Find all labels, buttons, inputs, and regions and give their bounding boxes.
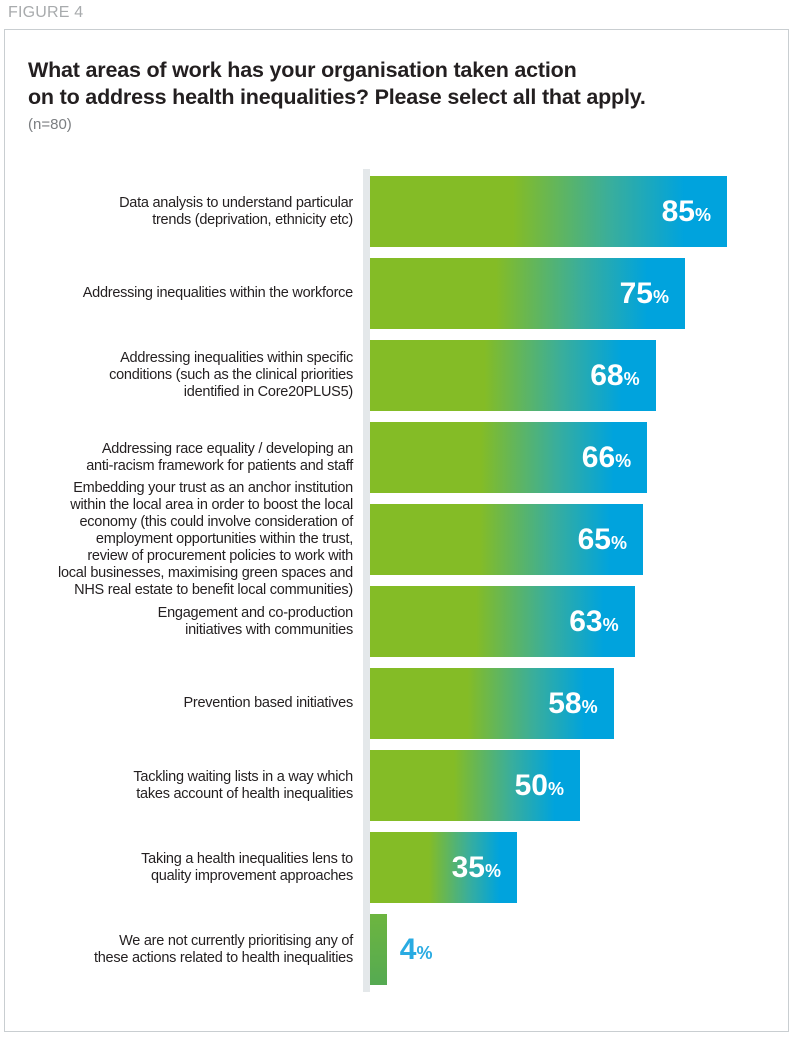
bar-value-number: 63 [569,604,603,638]
bar: 65% [370,504,643,575]
bar-value: 58% [548,686,598,720]
bar-value-number: 85 [661,194,695,228]
bar-value-number: 4 [399,932,417,966]
bar-row: Addressing inequalities within specific … [5,340,790,411]
bar-row: Taking a health inequalities lens to qua… [5,832,790,903]
bar: 35% [370,832,517,903]
bar-label: Addressing race equality / developing an… [86,440,353,474]
chart-title: What areas of work has your organisation… [28,57,768,111]
bar-label: Prevention based initiatives [183,695,353,711]
bar-value-percent-sign: % [547,778,564,799]
chart-title-line2: on to address health inequalities? Pleas… [28,85,646,109]
bar-value: 68% [590,358,640,392]
bar-value: 75% [619,276,669,310]
bar-area: 35% [370,832,790,903]
bar-value-percent-sign: % [623,368,640,389]
bar-row: Addressing inequalities within the workf… [5,258,790,329]
bar-label: Addressing inequalities within specific … [109,350,353,400]
bar-value: 35% [451,850,501,884]
bar-value-percent-sign: % [615,450,632,471]
bar-value-number: 58 [548,686,582,720]
bar-value: 4% [399,932,433,966]
bar-value-number: 68 [590,358,624,392]
bar-value-number: 35 [451,850,485,884]
bar-value: 85% [661,194,711,228]
bar-value-percent-sign: % [602,614,619,635]
bar-label: Tackling waiting lists in a way which ta… [133,768,353,802]
bar-rows: Data analysis to understand particular t… [5,176,790,985]
bar-row: We are not currently prioritising any of… [5,914,790,985]
bar-area: 63% [370,586,790,657]
bar-label: Addressing inequalities within the workf… [82,285,354,301]
bar-area: 4% [370,914,790,985]
bar-label: Data analysis to understand particular t… [119,194,353,228]
axis-line [363,169,370,992]
bar-row: Addressing race equality / developing an… [5,422,790,493]
bar-value-percent-sign: % [694,204,711,225]
bar-area: 50% [370,750,790,821]
bar-label: We are not currently prioritising any of… [93,932,353,966]
bar-area: 75% [370,258,790,329]
bar: 66% [370,422,648,493]
bar-value-percent-sign: % [484,860,501,881]
bar-value-number: 75 [619,276,653,310]
bar-value: 63% [569,604,619,638]
bar: 68% [370,340,656,411]
bar: 85% [370,176,727,247]
bar: 75% [370,258,685,329]
bar-row: Engagement and co-production initiatives… [5,586,790,657]
bar-label: Embedding your trust as an anchor instit… [57,480,353,598]
bar-chart: Data analysis to understand particular t… [5,169,790,992]
bar-value: 50% [514,768,564,802]
bar: 58% [370,668,614,739]
bar-row: Prevention based initiatives 58% [5,668,790,739]
bar-value: 65% [577,522,627,556]
bar-area: 58% [370,668,790,739]
bar-area: 68% [370,340,790,411]
sample-size: (n=80) [28,116,72,133]
bar-value-percent-sign: % [652,286,669,307]
bar: 63% [370,586,635,657]
figure-label: FIGURE 4 [8,4,84,21]
bar-value-percent-sign: % [610,532,627,553]
chart-title-line1: What areas of work has your organisation… [28,58,577,82]
bar-row: Data analysis to understand particular t… [5,176,790,247]
bar-label: Engagement and co-production initiatives… [157,604,354,638]
chart-card: What areas of work has your organisation… [4,29,789,1032]
bar: 4% [370,914,433,985]
bar: 50% [370,750,580,821]
bar-value-number: 50 [514,768,548,802]
bar-value: 66% [581,440,632,474]
bar-row: Tackling waiting lists in a way which ta… [5,750,790,821]
bar-value-percent-sign: % [416,942,433,963]
bar-value-percent-sign: % [581,696,598,717]
bar-label: Taking a health inequalities lens to qua… [141,850,353,884]
bar-area: 65% [370,504,790,575]
bar-value-number: 66 [581,440,616,474]
bar-value-number: 65 [577,522,611,556]
bar-area: 66% [370,422,790,493]
bar-area: 85% [370,176,790,247]
bar-row: Embedding your trust as an anchor instit… [5,480,790,598]
